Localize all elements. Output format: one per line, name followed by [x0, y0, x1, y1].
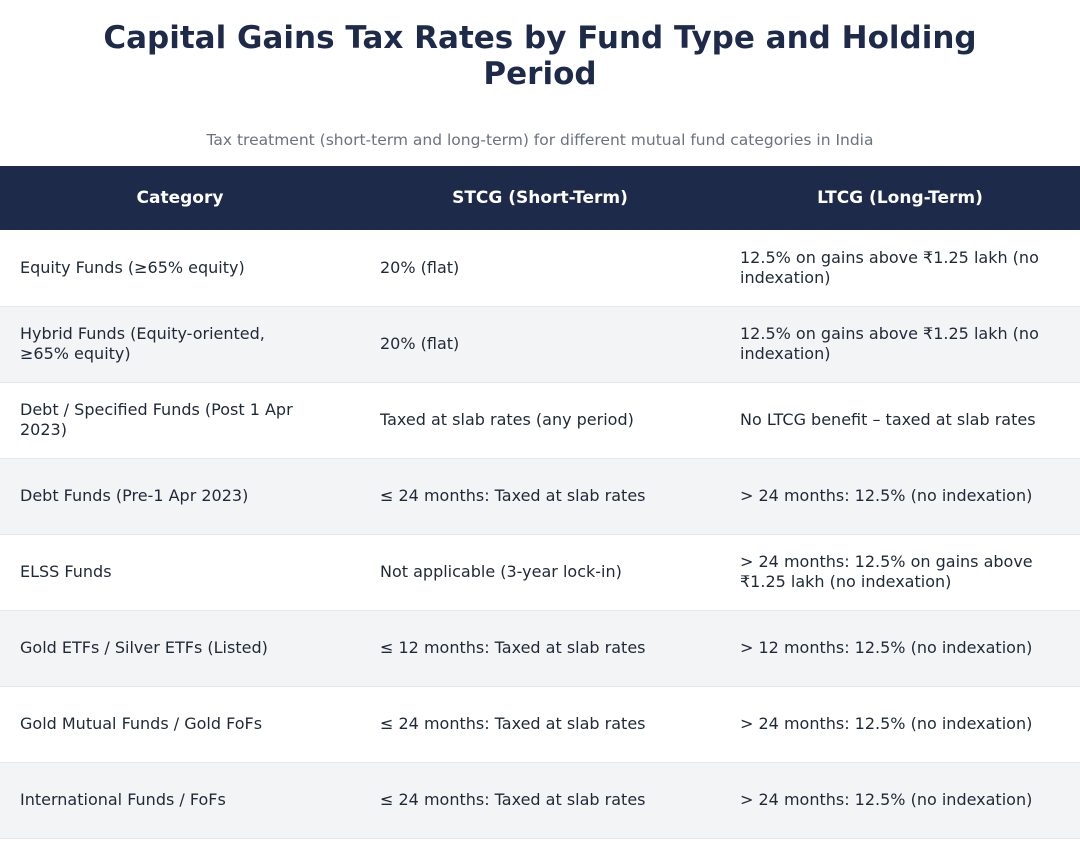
stcg-cell: ≤ 24 months: Taxed at slab rates [360, 458, 720, 534]
category-cell: Gold ETFs / Silver ETFs (Listed) [0, 610, 360, 686]
ltcg-cell: No LTCG benefit – taxed at slab rates [720, 382, 1080, 458]
stcg-cell: Not applicable (3-year lock-in) [360, 534, 720, 610]
category-cell-text: Hybrid Funds (Equity-oriented, ≥65% equi… [20, 324, 265, 363]
stcg-cell: 20% (flat) [360, 306, 720, 382]
stcg-cell: 20% (flat) [360, 230, 720, 306]
ltcg-cell-text: > 24 months: 12.5% (no indexation) [740, 790, 1033, 809]
header-ltcg: LTCG (Long-Term) [817, 188, 983, 208]
ltcg-cell: > 24 months: 12.5% on gains above ₹1.25 … [720, 534, 1080, 610]
category-cell-text: International Funds / FoFs [20, 790, 226, 809]
stcg-cell-text: ≤ 24 months: Taxed at slab rates [380, 486, 646, 505]
category-cell: Debt / Specified Funds (Post 1 Apr 2023) [0, 382, 360, 458]
category-cell-text: ELSS Funds [20, 562, 112, 581]
stcg-cell-text: Not applicable (3-year lock-in) [380, 562, 622, 581]
category-cell: ELSS Funds [0, 534, 360, 610]
stcg-cell-text: ≤ 24 months: Taxed at slab rates [380, 714, 646, 733]
table-row: Equity Funds (≥65% equity) 20% (flat) 12.5… [0, 230, 1080, 306]
table-body: Equity Funds (≥65% equity) 20% (flat) 12.5… [0, 230, 1080, 838]
stcg-cell-text: 20% (flat) [380, 334, 460, 353]
ltcg-cell: > 24 months: 12.5% (no indexation) [720, 762, 1080, 838]
stcg-cell-text: 20% (flat) [380, 257, 460, 277]
ltcg-cell-text: 12.5% on gains above ₹1.25 lakh (no inde… [740, 247, 1039, 287]
ltcg-cell-text: 12.5% on gains above ₹1.25 lakh (no inde… [740, 324, 1039, 363]
stcg-cell-text: Taxed at slab rates (any period) [380, 410, 634, 429]
ltcg-cell-text: > 24 months: 12.5% on gains above ₹1.25 … [740, 552, 1033, 591]
ltcg-cell: 12.5% on gains above ₹1.25 lakh (no inde… [720, 306, 1080, 382]
category-cell: Gold Mutual Funds / Gold FoFs [0, 686, 360, 762]
category-cell: Hybrid Funds (Equity-oriented, ≥65% equi… [0, 306, 360, 382]
category-cell-text: Debt Funds (Pre-1 Apr 2023) [20, 486, 249, 505]
category-cell-text: Debt / Specified Funds (Post 1 Apr 2023) [20, 400, 293, 439]
stcg-cell: ≤ 12 months: Taxed at slab rates [360, 610, 720, 686]
category-cell: Equity Funds (≥65% equity) [0, 230, 360, 306]
header-category: Category [136, 188, 224, 208]
ltcg-cell: > 12 months: 12.5% (no indexation) [720, 610, 1080, 686]
category-cell-text: Gold Mutual Funds / Gold FoFs [20, 714, 263, 733]
table-row: ELSS Funds Not applicable (3-year lock-in… [0, 534, 1080, 610]
ltcg-cell-text: No LTCG benefit – taxed at slab rates [740, 410, 1036, 429]
table-header: Category STCG (Short-Term) LTCG (Long-Te… [0, 166, 1080, 230]
header-row: Category STCG (Short-Term) LTCG (Long-Te… [0, 166, 1080, 230]
ltcg-cell-text: > 24 months: 12.5% (no indexation) [740, 714, 1033, 733]
tax-rates-table: Category STCG (Short-Term) LTCG (Long-Te… [0, 166, 1080, 839]
category-cell-text: Gold ETFs / Silver ETFs (Listed) [20, 638, 268, 657]
table-row: Gold ETFs / Silver ETFs (Listed) ≤ 12 mon… [0, 610, 1080, 686]
table-row: Gold Mutual Funds / Gold FoFs ≤ 24 months… [0, 686, 1080, 762]
ltcg-cell: > 24 months: 12.5% (no indexation) [720, 686, 1080, 762]
table-row: International Funds / FoFs ≤ 24 months: T… [0, 762, 1080, 838]
table-row: Hybrid Funds (Equity-oriented, ≥65% equi… [0, 306, 1080, 382]
ltcg-cell-text: > 12 months: 12.5% (no indexation) [740, 638, 1033, 657]
table-row: Debt / Specified Funds (Post 1 Apr 2023)… [0, 382, 1080, 458]
stcg-cell: ≤ 24 months: Taxed at slab rates [360, 686, 720, 762]
stcg-cell-text: ≤ 12 months: Taxed at slab rates [380, 638, 646, 657]
ltcg-cell-text: > 24 months: 12.5% (no indexation) [740, 486, 1033, 505]
table-row: Debt Funds (Pre-1 Apr 2023) ≤ 24 months: … [0, 458, 1080, 534]
stcg-cell: Taxed at slab rates (any period) [360, 382, 720, 458]
category-cell: Debt Funds (Pre-1 Apr 2023) [0, 458, 360, 534]
category-cell: International Funds / FoFs [0, 762, 360, 838]
ltcg-cell: > 24 months: 12.5% (no indexation) [720, 458, 1080, 534]
category-cell-text: Equity Funds (≥65% equity) [20, 257, 245, 277]
stcg-cell: ≤ 24 months: Taxed at slab rates [360, 762, 720, 838]
page-title: Capital Gains Tax Rates by Fund Type and… [103, 20, 977, 92]
header-stcg: STCG (Short-Term) [452, 188, 628, 208]
ltcg-cell: 12.5% on gains above ₹1.25 lakh (no inde… [720, 230, 1080, 306]
stcg-cell-text: ≤ 24 months: Taxed at slab rates [380, 790, 646, 809]
page-subtitle: Tax treatment (short-term and long-term)… [206, 131, 874, 149]
